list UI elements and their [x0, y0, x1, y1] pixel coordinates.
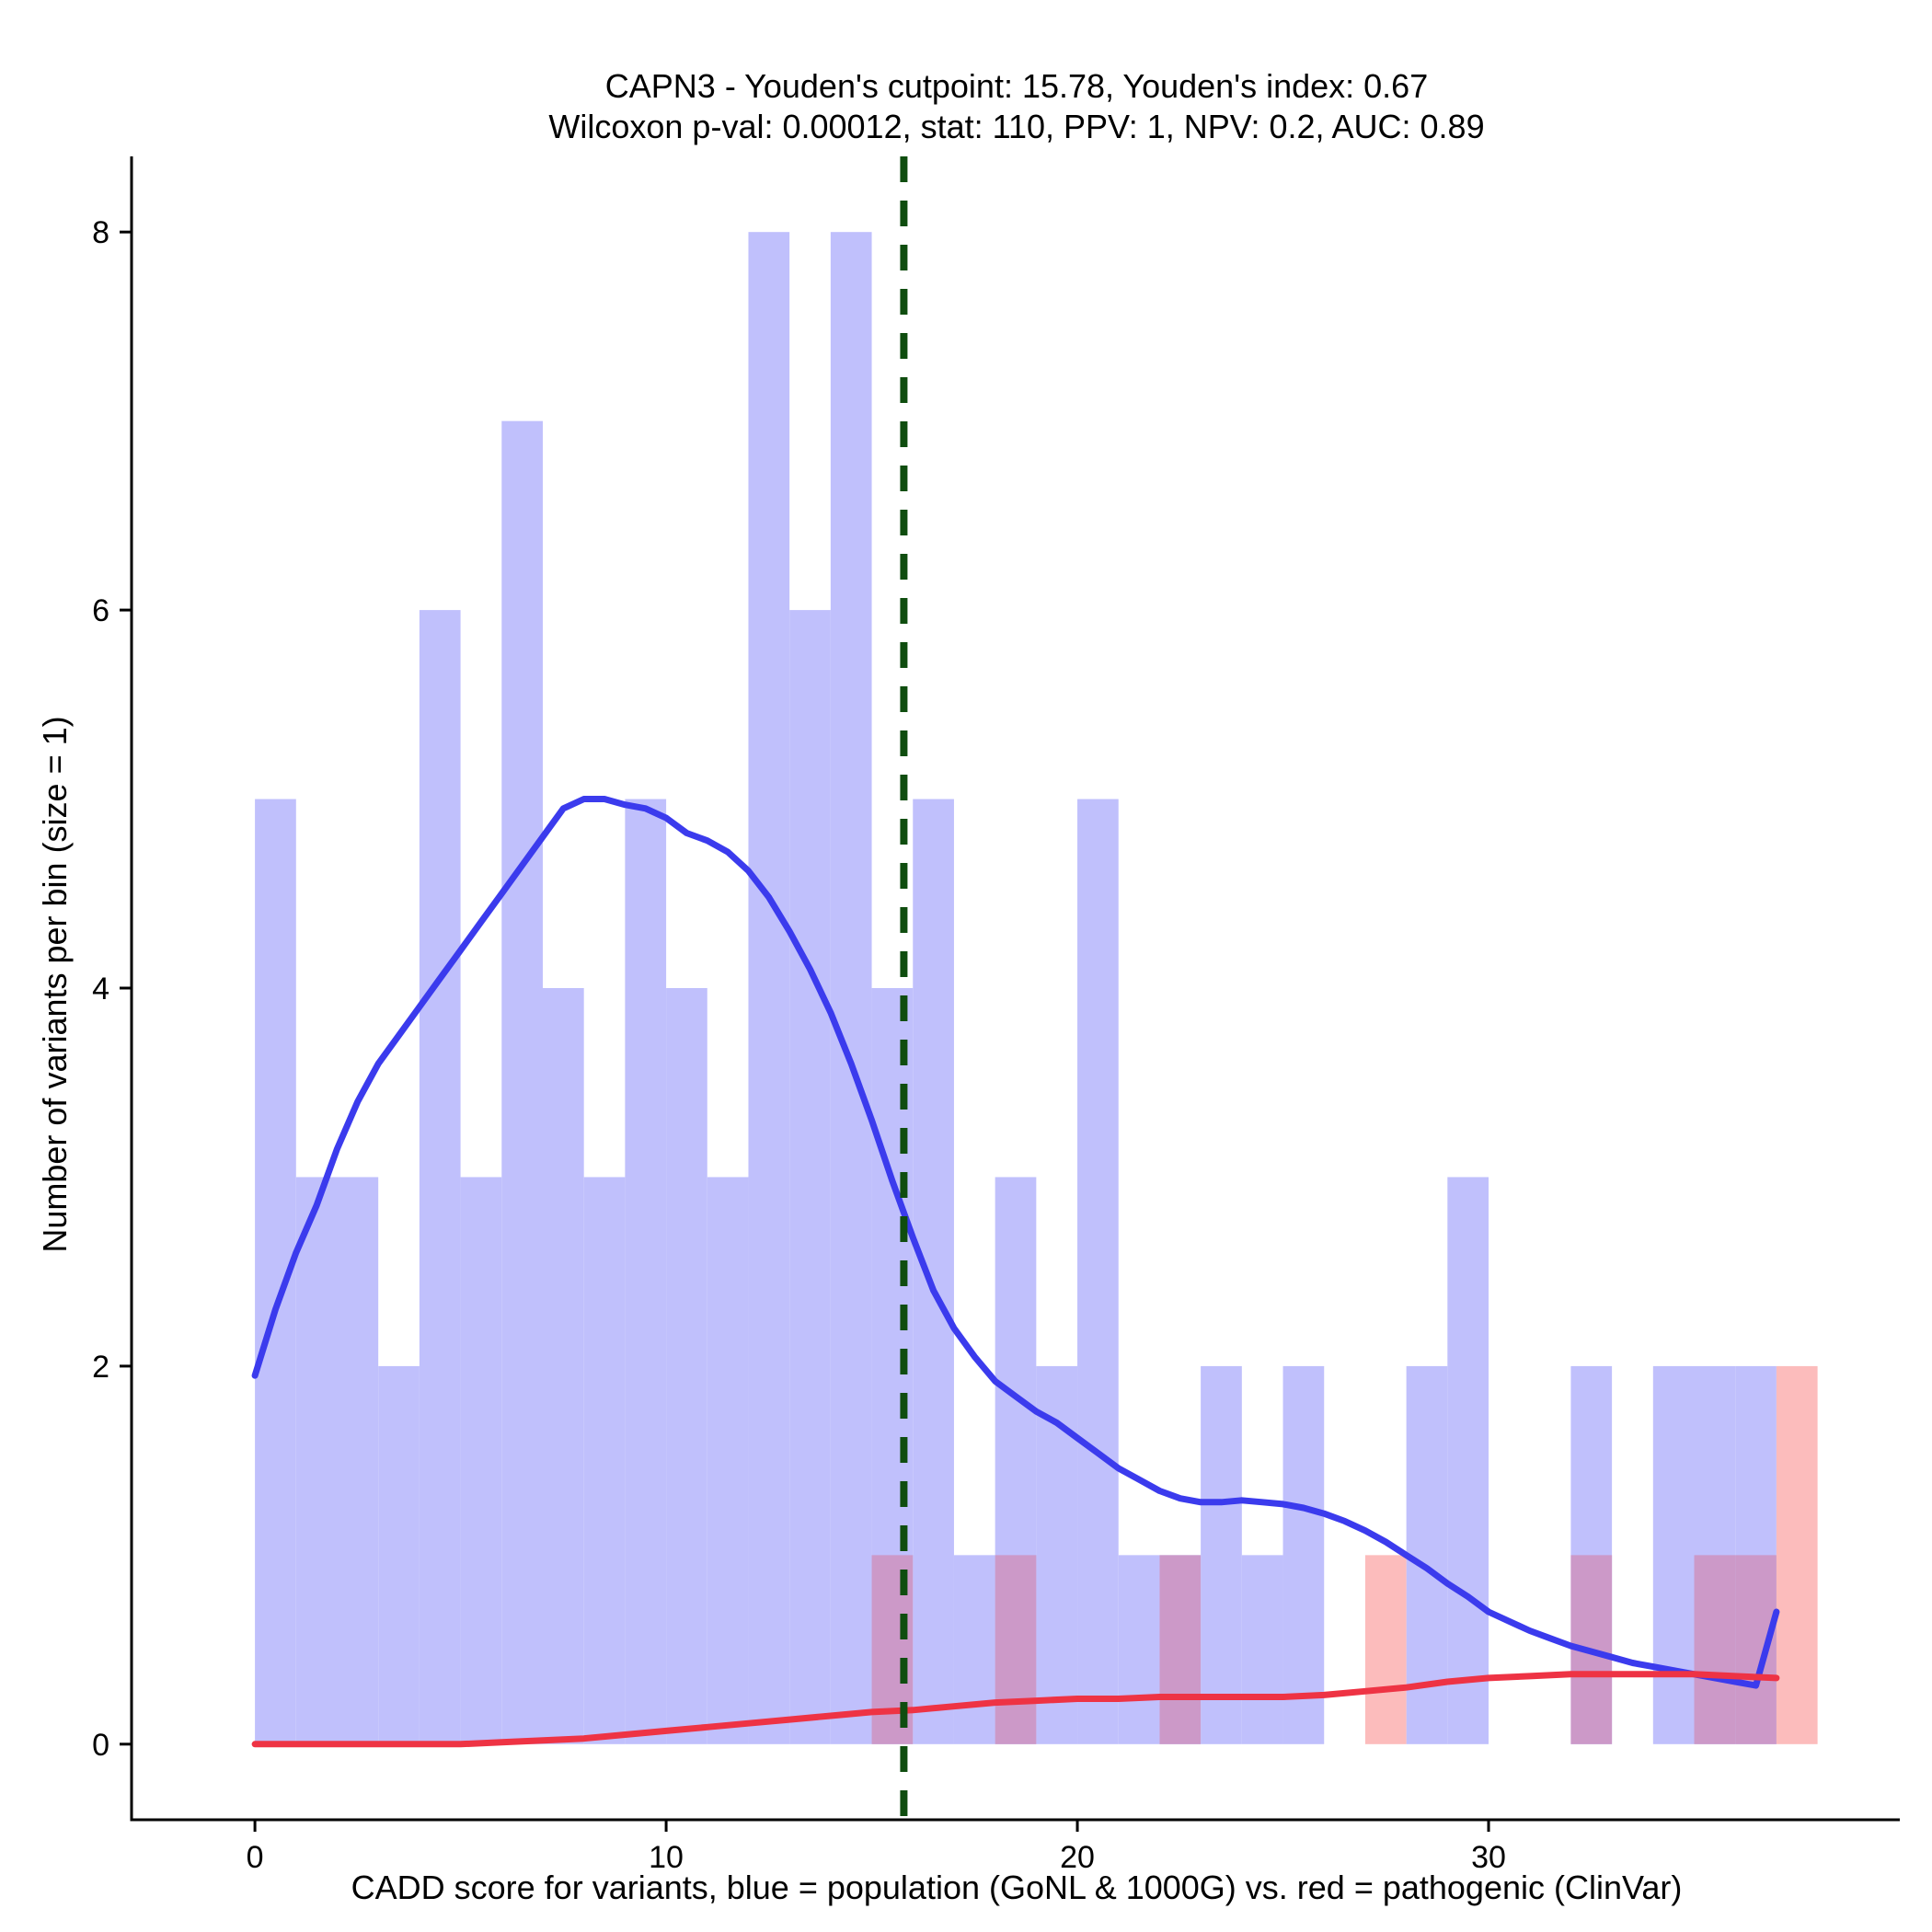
x-tick-label: 30	[1471, 1840, 1506, 1875]
population-bar	[1447, 1177, 1489, 1744]
population-bar	[583, 1177, 626, 1744]
population-bar	[337, 1177, 379, 1744]
y-tick-label: 6	[92, 593, 109, 628]
population-bar	[1282, 1365, 1325, 1744]
population-bar	[1201, 1365, 1242, 1744]
population-bar	[1241, 1555, 1283, 1744]
population-bar	[1077, 799, 1119, 1744]
pathogenic-bars	[871, 1365, 1818, 1744]
x-tick-label: 10	[649, 1840, 684, 1875]
population-bar	[378, 1365, 420, 1744]
population-bar	[707, 1177, 749, 1744]
population-bar	[913, 799, 954, 1744]
pathogenic-bar	[1776, 1365, 1818, 1744]
pathogenic-bar	[1364, 1555, 1407, 1744]
density-curves	[251, 796, 1780, 1748]
axes: 0 10 20 30 0 2 4 6 8	[92, 156, 1900, 1875]
population-bar	[789, 610, 831, 1744]
population-bar	[953, 1555, 995, 1744]
y-tick-label: 0	[92, 1728, 109, 1763]
population-bar	[625, 799, 667, 1744]
pathogenic-bar	[1735, 1555, 1777, 1744]
population-bar	[419, 610, 461, 1744]
y-tick-label: 4	[92, 972, 109, 1006]
pathogenic-bar	[1694, 1555, 1736, 1744]
x-tick-label: 20	[1060, 1840, 1095, 1875]
pathogenic-bar	[1159, 1555, 1202, 1744]
y-axis-label: Number of variants per bin (size = 1)	[36, 716, 74, 1252]
population-bars	[255, 232, 1777, 1744]
population-bar	[830, 232, 872, 1744]
population-density-curve	[251, 796, 1780, 1689]
population-bar	[295, 1177, 338, 1744]
population-bar	[748, 232, 790, 1744]
chart-title: CAPN3 - Youden's cutpoint: 15.78, Youden…	[605, 67, 1428, 105]
population-bar	[501, 420, 543, 1744]
x-tick-label: 0	[247, 1840, 264, 1875]
population-bar	[542, 988, 584, 1744]
y-tick-label: 8	[92, 215, 109, 250]
y-tick-label: 2	[92, 1350, 109, 1385]
chart-subtitle: Wilcoxon p-val: 0.00012, stat: 110, PPV:…	[548, 108, 1484, 145]
pathogenic-density-curve	[251, 1671, 1780, 1748]
population-bar	[1118, 1555, 1160, 1744]
population-bar	[460, 1177, 502, 1744]
pathogenic-bar	[995, 1555, 1037, 1744]
population-bar	[666, 988, 707, 1744]
population-bar	[1652, 1365, 1695, 1744]
x-axis-label: CADD score for variants, blue = populati…	[351, 1869, 1683, 1906]
